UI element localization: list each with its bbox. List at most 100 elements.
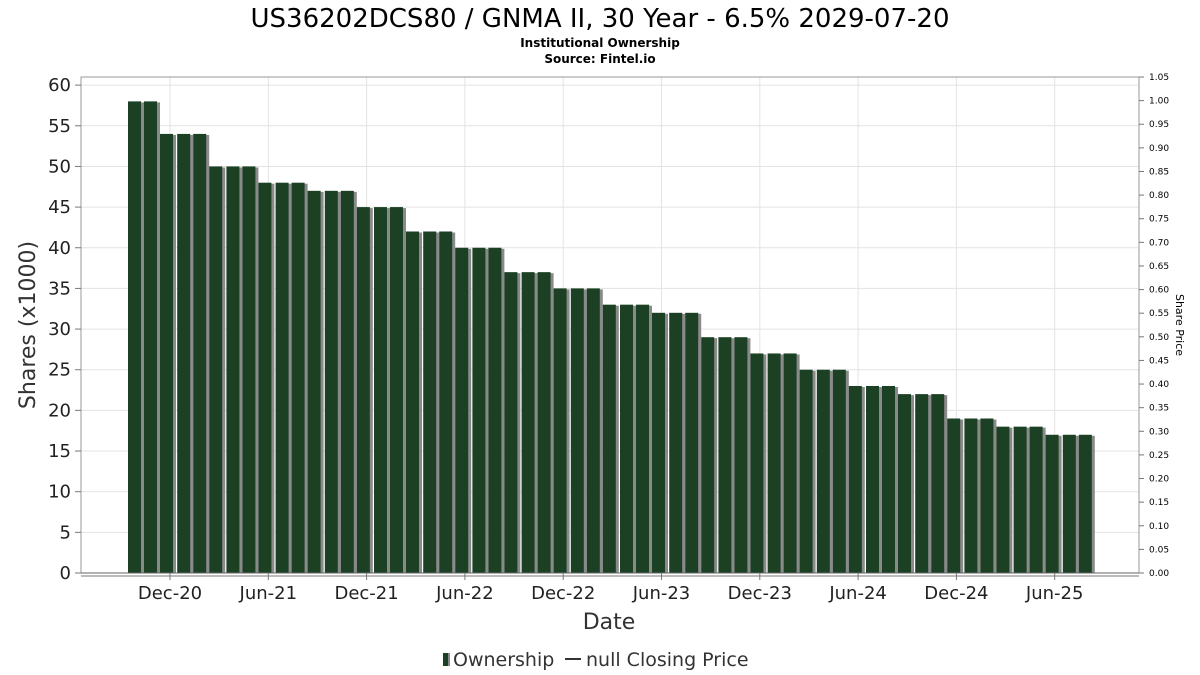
- ownership-bar: [258, 182, 272, 573]
- x-tick-label: Jun-21: [239, 583, 298, 604]
- y2-tick-label: 0.10: [1149, 522, 1169, 532]
- y2-tick-label: 0.40: [1149, 380, 1169, 390]
- y-tick-label: 10: [48, 482, 71, 503]
- y2-tick-label: 0.90: [1149, 144, 1169, 154]
- x-tick-label: Dec-20: [138, 583, 202, 604]
- ownership-bar: [799, 369, 813, 573]
- y2-tick-label: 0.25: [1149, 451, 1169, 461]
- y2-tick-label: 0.00: [1149, 569, 1169, 579]
- x-tick-label: Jun-25: [1025, 583, 1084, 604]
- ownership-bar: [669, 312, 683, 573]
- ownership-bar: [602, 304, 616, 573]
- y2-tick-label: 0.15: [1149, 498, 1169, 508]
- y-axis-label: Shares (x1000): [16, 241, 41, 409]
- ownership-bar: [750, 353, 764, 573]
- ownership-bar: [340, 190, 354, 573]
- ownership-bar: [947, 418, 961, 573]
- x-tick-label: Dec-24: [924, 583, 988, 604]
- y-axis-ticks: 0 5 10 15 20 25 30 35 40 45 50 55 60: [48, 75, 81, 584]
- ownership-bar: [193, 133, 207, 573]
- y2-tick-label: 0.70: [1149, 238, 1169, 248]
- ownership-bar: [718, 337, 732, 573]
- y2-tick-label: 0.50: [1149, 333, 1169, 343]
- y2-tick-label: 1.00: [1149, 97, 1169, 107]
- ownership-bar: [275, 182, 289, 573]
- y-tick-label: 20: [48, 400, 71, 421]
- ownership-bar: [586, 288, 600, 573]
- y2-axis-label: Share Price: [1173, 294, 1186, 356]
- ownership-bar: [1078, 434, 1092, 573]
- ownership-bar: [406, 231, 419, 573]
- chart-title: US36202DCS80 / GNMA II, 30 Year - 6.5% 2…: [251, 4, 950, 34]
- ownership-bar: [472, 247, 486, 574]
- y-tick-label: 40: [48, 238, 71, 259]
- x-tick-label: Dec-22: [531, 583, 595, 604]
- legend-ownership-swatch-shade: [448, 653, 450, 666]
- x-axis-ticks: Dec-20 Jun-21 Dec-21 Jun-22 Dec-22 Jun-23 Dec-…: [138, 573, 1084, 604]
- ownership-bars: [128, 101, 1095, 574]
- ownership-bar: [931, 394, 945, 573]
- chart-subtitle-source: Source: Fintel.io: [544, 52, 655, 66]
- ownership-bar: [767, 353, 781, 573]
- ownership-bar: [291, 182, 305, 573]
- y-tick-label: 55: [48, 116, 71, 137]
- ownership-bar: [209, 166, 223, 573]
- ownership-bar: [915, 394, 929, 573]
- y-tick-label: 15: [48, 441, 71, 462]
- ownership-bar: [866, 385, 879, 573]
- ownership-bar: [1045, 434, 1059, 573]
- ownership-bar: [832, 369, 846, 573]
- ownership-bar: [226, 166, 240, 573]
- x-tick-label: Jun-24: [828, 583, 887, 604]
- ownership-bar: [964, 418, 978, 573]
- ownership-bar: [996, 426, 1010, 573]
- y-tick-label: 30: [48, 319, 71, 340]
- legend-ownership-label: Ownership: [453, 649, 554, 671]
- ownership-bar: [537, 272, 551, 573]
- chart-subtitle-ownership: Institutional Ownership: [520, 36, 680, 50]
- y2-tick-label: 0.30: [1149, 427, 1169, 437]
- y-tick-label: 5: [60, 522, 71, 543]
- y2-tick-label: 0.80: [1149, 191, 1169, 201]
- y-tick-label: 25: [48, 360, 71, 381]
- ownership-bar: [242, 166, 256, 573]
- x-axis-label: Date: [583, 610, 636, 635]
- x-tick-label: Jun-22: [435, 583, 494, 604]
- x-tick-label: Jun-23: [632, 583, 691, 604]
- ownership-bar: [783, 353, 797, 573]
- ownership-bar: [848, 385, 862, 573]
- ownership-bar: [980, 418, 994, 573]
- y2-tick-label: 0.45: [1149, 356, 1169, 366]
- y2-tick-label: 0.55: [1149, 309, 1169, 319]
- y2-tick-label: 1.05: [1149, 73, 1169, 83]
- ownership-bar: [374, 207, 387, 573]
- ownership-bar: [455, 247, 469, 574]
- y2-tick-label: 0.75: [1149, 215, 1169, 225]
- x-tick-label: Dec-23: [728, 583, 792, 604]
- y2-tick-label: 0.65: [1149, 262, 1169, 272]
- ownership-bar: [144, 101, 157, 574]
- ownership-bar: [324, 190, 338, 573]
- ownership-bar: [177, 133, 191, 573]
- ownership-bar: [1029, 426, 1043, 573]
- ownership-bar: [1013, 426, 1027, 573]
- ownership-bar: [701, 337, 715, 573]
- ownership-bar: [570, 288, 584, 573]
- ownership-bar: [734, 337, 748, 573]
- y2-tick-label: 0.85: [1149, 167, 1169, 177]
- ownership-bar: [521, 272, 535, 573]
- ownership-bar: [128, 101, 141, 574]
- ownership-bar: [390, 207, 403, 573]
- ownership-bar: [882, 385, 895, 573]
- ownership-bar: [307, 190, 321, 573]
- ownership-bar: [816, 369, 830, 573]
- y2-tick-label: 0.05: [1149, 545, 1169, 555]
- x-tick-label: Dec-21: [334, 583, 398, 604]
- legend: Ownership null Closing Price: [443, 649, 749, 671]
- ownership-bar: [620, 304, 633, 573]
- y2-tick-label: 0.95: [1149, 120, 1169, 130]
- ownership-bar: [553, 288, 567, 573]
- y2-tick-label: 0.35: [1149, 404, 1169, 414]
- legend-price-label: null Closing Price: [586, 649, 749, 671]
